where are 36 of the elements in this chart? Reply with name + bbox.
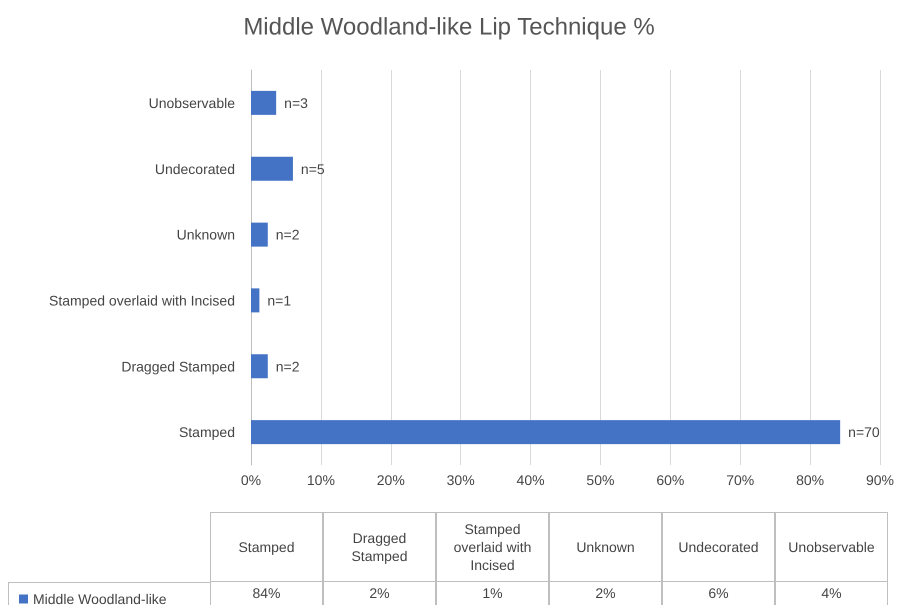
y-tick-label: Undecorated — [154, 160, 235, 177]
category-label: Stamped overlaid with Incised — [454, 521, 532, 573]
x-tick-label: 10% — [306, 472, 335, 488]
category-label: Dragged Stamped — [351, 530, 408, 564]
x-tick-label: 90% — [866, 472, 894, 488]
y-tick-label: Stamped overlaid with Incised — [49, 292, 235, 308]
x-tick-label: 50% — [586, 472, 614, 488]
category-label: Unobservable — [788, 539, 875, 555]
x-tick-label: 20% — [376, 472, 405, 488]
text: 2% — [369, 585, 390, 601]
category-label: Unknown — [576, 539, 635, 555]
text: 6% — [708, 585, 729, 601]
text: 4% — [821, 585, 842, 601]
x-tick-label: 80% — [796, 472, 824, 488]
x-tick-label: 30% — [446, 472, 475, 488]
y-tick-label: Dragged Stamped — [121, 358, 235, 374]
annotation: n=5 — [300, 160, 325, 177]
y-tick-label: Unobservable — [148, 94, 236, 111]
annotation: n=2 — [276, 226, 300, 243]
category-label: Undecorated — [678, 539, 759, 555]
annotation: n=1 — [267, 292, 292, 308]
y-tick-label: Stamped — [178, 424, 235, 440]
annotation: n=70 — [848, 424, 880, 440]
annotation: n=2 — [276, 358, 300, 374]
y-tick-label: Unknown — [176, 226, 235, 243]
category-label: Stamped — [238, 539, 295, 555]
x-tick-label: 0% — [240, 472, 262, 488]
x-tick-label: 60% — [656, 472, 684, 488]
annotation: n=3 — [284, 94, 308, 111]
text: 84% — [252, 585, 281, 601]
text: 2% — [595, 585, 616, 601]
chart-title: Middle Woodland-like Lip Technique % — [243, 14, 655, 40]
x-tick-label: 40% — [516, 472, 545, 488]
x-tick-label: 70% — [726, 472, 754, 488]
text: 1% — [482, 585, 503, 601]
legend-label: Middle Woodland-like — [33, 591, 167, 605]
